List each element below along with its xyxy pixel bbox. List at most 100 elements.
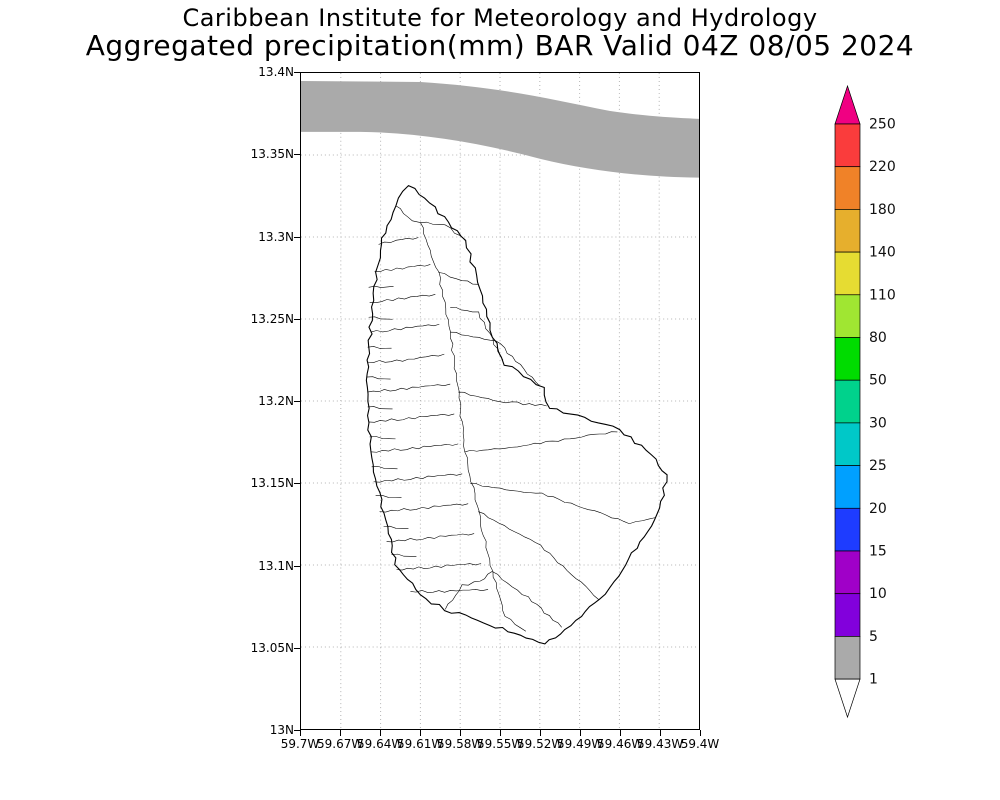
watershed-boundary bbox=[465, 431, 618, 453]
lat-tick-mark bbox=[294, 565, 300, 567]
coastline-path bbox=[365, 185, 668, 645]
watershed-boundary bbox=[410, 589, 489, 593]
lon-tick-label: 59.43W bbox=[637, 737, 684, 751]
colorbar-segment bbox=[834, 294, 861, 338]
watershed-boundary bbox=[375, 495, 402, 499]
watershed-boundary bbox=[368, 316, 393, 320]
colorbar-tick-label: 50 bbox=[869, 373, 887, 389]
watershed-boundary bbox=[379, 503, 469, 513]
lon-tick-mark bbox=[620, 730, 621, 736]
lat-tick-label: 13.1N bbox=[258, 558, 294, 573]
colorbar-tick-label: 20 bbox=[869, 501, 887, 517]
watershed-boundary bbox=[491, 571, 562, 628]
lon-tick-mark bbox=[660, 730, 661, 736]
watershed-boundary bbox=[470, 483, 656, 525]
lat-tick-mark bbox=[294, 72, 300, 73]
lat-tick-mark bbox=[294, 318, 300, 320]
watershed-boundary bbox=[366, 376, 391, 380]
colorbar-segment bbox=[834, 422, 861, 466]
lat-tick-label: 13.4N bbox=[258, 65, 294, 79]
colorbar-segment bbox=[834, 465, 861, 509]
colorbar-segment bbox=[834, 636, 861, 680]
lat-tick-label: 13.25N bbox=[250, 311, 294, 326]
colorbar-tick-label: 250 bbox=[869, 117, 896, 133]
colorbar-tick-label: 140 bbox=[869, 245, 896, 261]
watershed-boundary bbox=[420, 221, 466, 241]
watershed-boundary bbox=[445, 571, 493, 610]
colorbar-segment bbox=[834, 507, 861, 552]
watershed-boundary bbox=[368, 285, 394, 288]
colorbar-tick-label: 220 bbox=[869, 159, 896, 175]
lon-tick-label: 59.58W bbox=[437, 737, 484, 751]
watershed-boundary bbox=[383, 525, 409, 529]
colorbar-segment bbox=[834, 251, 861, 296]
map-plot-area bbox=[300, 72, 700, 730]
lat-tick-mark bbox=[294, 401, 300, 402]
lat-tick-mark bbox=[294, 154, 300, 156]
lat-tick-mark bbox=[294, 730, 300, 731]
colorbar-tick-label: 5 bbox=[869, 629, 878, 645]
colorbar-tick-label: 80 bbox=[869, 330, 887, 346]
watershed-boundary bbox=[373, 473, 463, 483]
colorbar-segment bbox=[834, 593, 861, 637]
lat-tick-mark bbox=[294, 483, 300, 485]
page-title: Caribbean Institute for Meteorology and … bbox=[182, 4, 818, 32]
watershed-boundary bbox=[395, 205, 421, 223]
watershed-boundary bbox=[371, 466, 398, 470]
barbados-coastline bbox=[365, 185, 668, 645]
barbados-map bbox=[301, 73, 699, 729]
lon-tick-label: 59.67W bbox=[317, 737, 364, 751]
colorbar-arrow-down bbox=[834, 678, 861, 719]
watershed-boundary bbox=[450, 306, 504, 361]
watershed-boundary bbox=[458, 391, 547, 407]
watershed-boundary bbox=[391, 553, 417, 557]
lon-tick-label: 59.49W bbox=[557, 737, 604, 751]
lat-tick-label: 13.3N bbox=[258, 229, 294, 244]
watershed-boundary bbox=[367, 346, 392, 349]
colorbar-tick-label: 10 bbox=[869, 586, 887, 602]
watershed-boundary bbox=[367, 383, 451, 393]
lon-tick-label: 59.46W bbox=[597, 737, 644, 751]
colorbar-segment bbox=[834, 209, 861, 253]
lon-tick-mark bbox=[300, 730, 301, 736]
lon-tick-mark bbox=[340, 730, 341, 736]
colorbar-tick-label: 25 bbox=[869, 458, 887, 474]
watershed-boundary bbox=[370, 323, 440, 333]
colorbar-legend: 250 220 180 140 110 80 50 30 25 20 15 10 5 1 bbox=[834, 84, 896, 719]
lon-tick-label: 59.64W bbox=[357, 737, 404, 751]
colorbar-segment bbox=[834, 379, 861, 424]
lon-tick-mark bbox=[580, 730, 581, 736]
lon-tick-label: 59.7W bbox=[280, 737, 320, 751]
lon-tick-mark bbox=[460, 730, 461, 736]
lat-tick-label: 13.2N bbox=[258, 394, 294, 408]
lon-tick-mark bbox=[700, 730, 701, 736]
lat-tick-mark bbox=[294, 236, 300, 238]
watershed-boundary bbox=[438, 272, 479, 285]
colorbar-segment bbox=[834, 123, 861, 168]
watershed-boundary bbox=[367, 353, 445, 363]
watershed-boundary bbox=[396, 563, 482, 571]
lat-tick-label: 13N bbox=[269, 723, 294, 737]
watershed-boundary bbox=[378, 237, 419, 245]
colorbar-tick-label: 30 bbox=[869, 415, 887, 431]
watershed-boundary bbox=[504, 616, 527, 632]
watershed-boundary bbox=[369, 294, 436, 304]
lon-tick-mark bbox=[540, 730, 541, 736]
watershed-boundary bbox=[386, 533, 475, 543]
colorbar-segment bbox=[834, 166, 861, 210]
lon-tick-label: 59.4W bbox=[680, 737, 720, 751]
colorbar-tick-label: 110 bbox=[869, 287, 896, 303]
colorbar-segment bbox=[834, 337, 861, 381]
lat-tick-mark bbox=[294, 647, 300, 649]
precip-shaded-region bbox=[301, 80, 699, 178]
watershed-boundaries bbox=[366, 205, 656, 632]
lat-tick-label: 13.15N bbox=[250, 476, 294, 491]
lon-tick-mark bbox=[500, 730, 501, 736]
lat-tick-label: 13.05N bbox=[250, 640, 294, 655]
watershed-boundary bbox=[370, 443, 459, 453]
watershed-boundary bbox=[374, 264, 431, 272]
colorbar-segment bbox=[834, 550, 861, 595]
lon-tick-mark bbox=[420, 730, 421, 736]
colorbar-tick-label: 180 bbox=[869, 202, 896, 218]
